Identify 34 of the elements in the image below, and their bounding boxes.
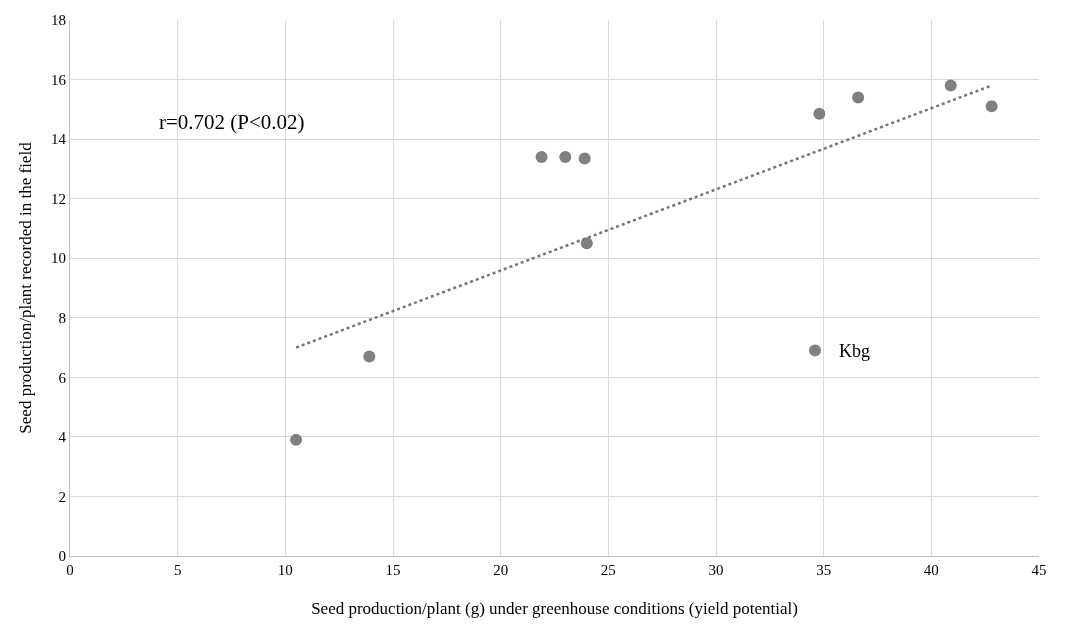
x-axis-title: Seed production/plant (g) under greenhouse conditions (yield potential) — [311, 599, 798, 619]
point — [363, 350, 376, 363]
y-tick-label: 18 — [51, 12, 66, 29]
y-tick-label: 4 — [58, 429, 67, 446]
point — [559, 150, 572, 163]
x-tick-label: 15 — [385, 562, 401, 578]
y-tick-label: 6 — [58, 369, 67, 386]
y-tick-label: 12 — [51, 190, 66, 207]
point — [985, 100, 998, 113]
point — [809, 344, 822, 357]
annotation: Kbg — [839, 341, 870, 361]
point — [580, 237, 593, 250]
x-tick-label: 30 — [708, 562, 724, 578]
point — [535, 150, 548, 163]
x-tick-label: 20 — [493, 562, 509, 578]
y-axis-title: Seed production/plant recorded in the field — [15, 141, 35, 434]
x-tick-label: 10 — [277, 562, 293, 578]
y-tick-label: 0 — [58, 548, 66, 565]
point — [944, 79, 957, 92]
x-tick-label: 45 — [1031, 562, 1047, 578]
point — [578, 152, 591, 165]
y-tick-label: 10 — [51, 250, 66, 267]
x-tick-label: 40 — [923, 562, 939, 578]
point — [290, 433, 303, 446]
x-tick-label: 5 — [173, 562, 182, 578]
y-tick-label: 14 — [51, 131, 67, 148]
x-tick-label: 25 — [600, 562, 616, 578]
y-tick-label: 2 — [58, 488, 66, 505]
y-tick-label: 8 — [58, 310, 66, 327]
point — [852, 91, 865, 104]
annotation: r=0.702 (P<0.02) — [159, 110, 305, 134]
point — [813, 107, 826, 120]
x-tick-label: 35 — [816, 562, 832, 578]
y-tick-label: 16 — [51, 71, 67, 88]
